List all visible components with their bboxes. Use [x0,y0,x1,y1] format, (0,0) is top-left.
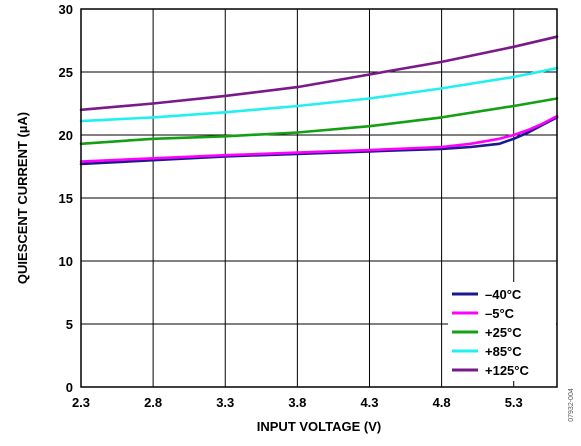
series-line [79,35,559,112]
x-tick-label: 3.3 [216,395,234,410]
y-axis-title: QUIESCENT CURRENT (µA) [15,112,30,284]
y-tick-label: 10 [59,254,73,269]
x-tick-label: 5.3 [505,395,523,410]
legend-label: +85°C [485,344,522,359]
y-tick-label: 15 [59,191,73,206]
series-lines [79,35,559,166]
series-line [79,97,559,146]
y-tick-label: 30 [59,2,73,17]
legend-label: +25°C [485,325,522,340]
legend-label: –5°C [485,306,515,321]
y-tick-labels: 0 5 10 15 20 25 30 [59,2,73,395]
legend-label: –40°C [485,287,522,302]
legend-label: +125°C [485,363,529,378]
x-tick-labels: 2.3 2.8 3.3 3.8 4.3 4.8 5.3 [72,395,523,410]
plot-frame [80,8,558,388]
x-tick-label: 4.8 [433,395,451,410]
x-tick-label: 3.8 [288,395,306,410]
y-tick-label: 0 [66,380,73,395]
series-line [79,116,559,166]
y-tick-label: 20 [59,128,73,143]
x-axis-title: INPUT VOLTAGE (V) [257,419,381,434]
y-tick-label: 5 [66,317,73,332]
x-tick-label: 2.3 [72,395,90,410]
y-tick-label: 25 [59,65,73,80]
series-line [79,114,559,163]
grid [81,9,557,387]
x-tick-label: 2.8 [144,395,162,410]
x-tick-label: 4.3 [360,395,378,410]
series-line [79,66,559,123]
legend: –40°C –5°C +25°C +85°C +125°C [448,282,556,381]
figure-code: 07932-004 [568,388,575,422]
